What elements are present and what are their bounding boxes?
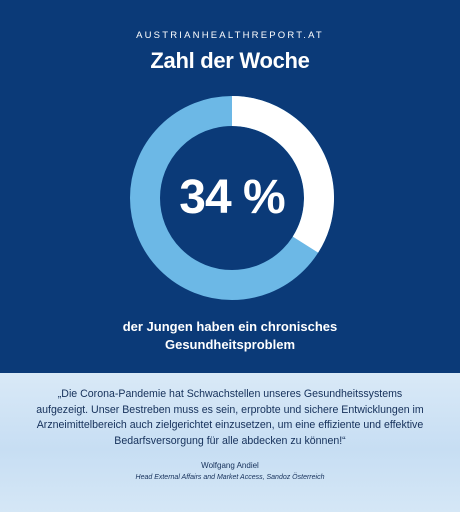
- source-label: AUSTRIANHEALTHREPORT.AT: [136, 30, 324, 41]
- quote-line: „Die Corona-Pandemie hat Schwachstellen …: [57, 388, 403, 400]
- quote-panel: „Die Corona-Pandemie hat Schwachstellen …: [0, 373, 460, 512]
- caption-line: der Jungen haben ein chronisches: [122, 319, 338, 334]
- page-title: Zahl der Woche: [150, 48, 310, 73]
- quote-line: Arzneimittelbereich auch zielgerichtet e…: [36, 419, 424, 432]
- stat-caption: der Jungen haben ein chronisches Gesundh…: [0, 318, 460, 354]
- quote-line: Bedarfsversorgung für alle abdecken zu k…: [114, 434, 346, 447]
- quote-author-role: Head External Affairs and Market Access,…: [135, 474, 325, 481]
- quote-author: Wolfgang Andiel: [201, 461, 259, 470]
- stat-value: 34 %: [179, 171, 285, 224]
- caption-line: Gesundheitsproblem: [164, 337, 296, 352]
- stat-panel: AUSTRIANHEALTHREPORT.AT Zahl der Woche 3…: [0, 30, 460, 354]
- quote-line: aufgezeigt. Unser Bestreben muss es sein…: [36, 403, 424, 416]
- quote-text: „Die Corona-Pandemie hat Schwachstellen …: [10, 387, 450, 449]
- donut-highlight-segment: [231, 96, 334, 253]
- donut-ring: [130, 96, 334, 300]
